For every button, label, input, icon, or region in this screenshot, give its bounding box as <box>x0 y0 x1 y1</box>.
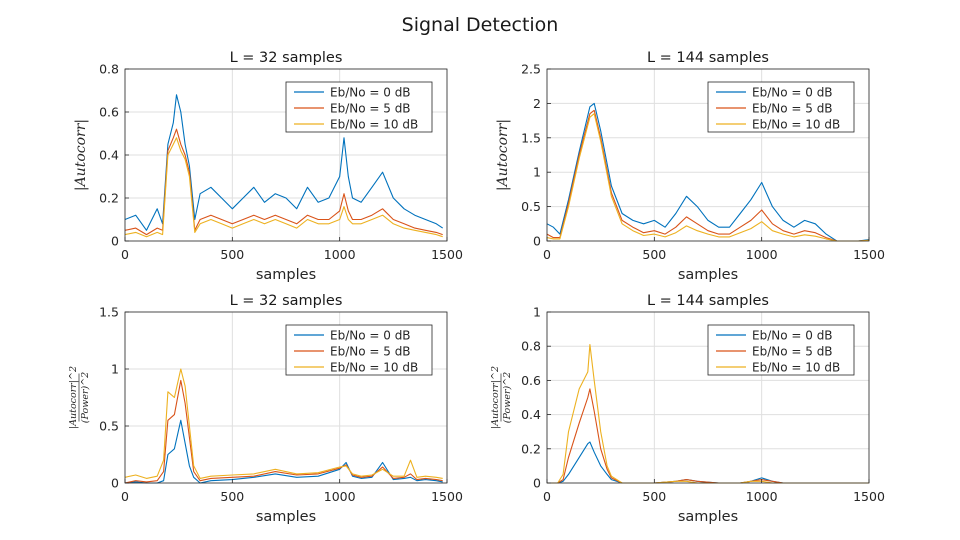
legend-label-3: Eb/No = 10 dB <box>330 118 418 132</box>
y-tick-label: 0.5 <box>99 419 119 434</box>
legend-label-1: Eb/No = 0 dB <box>330 329 411 343</box>
x-tick-label: 0 <box>121 489 129 504</box>
legend-label-1: Eb/No = 0 dB <box>330 86 411 100</box>
x-tick-label: 1000 <box>746 247 778 262</box>
legend-label-2: Eb/No = 5 dB <box>330 345 411 359</box>
y-tick-label: 0.8 <box>521 339 541 354</box>
x-axis-label: samples <box>256 267 316 283</box>
y-tick-label: 2.5 <box>521 62 541 77</box>
legend-label-3: Eb/No = 10 dB <box>752 118 840 132</box>
series-line-2 <box>124 128 443 236</box>
x-tick-label: 0 <box>121 247 129 262</box>
x-tick-label: 0 <box>543 247 551 262</box>
y-axis-label: |Autocorr|^2 (Power)^2 <box>490 366 513 429</box>
y-axis-label-numerator: |Autocorr|^2 <box>490 366 501 429</box>
subplot-2: 0 500 1000 1500 0 0.5 1 1.5 2 2.5 L = 144 samples s… <box>495 50 885 283</box>
x-tick-label: 500 <box>642 489 666 504</box>
subplot-1: 0 500 1000 1500 0 0.2 0.4 0.6 0.8 L = 32 samples s… <box>73 50 463 283</box>
legend-label-2: Eb/No = 5 dB <box>752 102 833 116</box>
axes-box <box>546 311 870 484</box>
y-axis-label-denominator: (Power)^2 <box>80 372 91 423</box>
x-tick-label: 1500 <box>431 247 463 262</box>
y-tick-label: 0.5 <box>521 199 541 214</box>
legend: Eb/No = 0 dB Eb/No = 5 dB Eb/No = 10 dB <box>285 324 433 376</box>
y-tick-label: 2 <box>533 96 541 111</box>
y-tick-label: 0 <box>533 476 541 491</box>
series-line-3 <box>124 368 443 479</box>
x-tick-label: 0 <box>543 489 551 504</box>
x-tick-label: 500 <box>642 247 666 262</box>
legend-label-1: Eb/No = 0 dB <box>752 329 833 343</box>
x-axis-label: samples <box>678 509 738 525</box>
y-tick-label: 0.4 <box>521 407 541 422</box>
legend-label-3: Eb/No = 10 dB <box>330 361 418 375</box>
legend-label-2: Eb/No = 5 dB <box>752 345 833 359</box>
y-tick-label: 0.6 <box>521 373 541 388</box>
subplot-title: L = 144 samples <box>647 50 769 66</box>
subplot-4: 0 500 1000 1500 0 0.2 0.4 0.6 0.8 1 L = 144 sample… <box>490 293 885 525</box>
x-tick-label: 1500 <box>431 489 463 504</box>
y-tick-label: 1.5 <box>99 305 119 320</box>
y-axis-label: |Autocorr| <box>495 119 511 191</box>
x-tick-label: 500 <box>220 247 244 262</box>
figure-title: Signal Detection <box>401 14 559 36</box>
legend-box <box>285 81 433 133</box>
x-tick-label: 500 <box>220 489 244 504</box>
series-line-2 <box>546 109 870 242</box>
y-tick-label: 1.5 <box>521 130 541 145</box>
x-axis-label: samples <box>678 267 738 283</box>
subplot-title: L = 144 samples <box>647 293 769 309</box>
x-axis-label: samples <box>256 509 316 525</box>
y-tick-label: 1 <box>533 305 541 320</box>
x-tick-label: 1000 <box>324 247 356 262</box>
y-tick-label: 0 <box>533 234 541 249</box>
x-tick-label: 1500 <box>853 247 885 262</box>
subplot-title: L = 32 samples <box>230 293 343 309</box>
series-line-3 <box>546 113 870 242</box>
y-tick-label: 1 <box>111 362 119 377</box>
legend: Eb/No = 0 dB Eb/No = 5 dB Eb/No = 10 dB <box>707 324 855 376</box>
y-tick-label: 0 <box>111 476 119 491</box>
y-tick-label: 0.2 <box>521 441 541 456</box>
y-axis-label-denominator: (Power)^2 <box>502 372 513 423</box>
y-tick-label: 1 <box>533 165 541 180</box>
y-axis-label: |Autocorr|^2 (Power)^2 <box>68 366 91 429</box>
series-line-1 <box>124 419 443 484</box>
series-line-1 <box>124 94 444 231</box>
axes-box <box>546 68 870 242</box>
y-tick-label: 0.6 <box>99 105 119 120</box>
x-tick-label: 1000 <box>324 489 356 504</box>
legend-label-1: Eb/No = 0 dB <box>752 86 833 100</box>
subplot-title: L = 32 samples <box>230 50 343 66</box>
series-line-1 <box>546 102 870 242</box>
y-axis-label: |Autocorr| <box>73 119 89 191</box>
series-line-3 <box>124 137 443 238</box>
series-line-2 <box>124 379 443 484</box>
y-tick-label: 0.8 <box>99 62 119 77</box>
legend: Eb/No = 0 dB Eb/No = 5 dB Eb/No = 10 dB <box>285 81 433 133</box>
y-tick-label: 0.2 <box>99 191 119 206</box>
subplot-3: 0 500 1000 1500 0 0.5 1 1.5 L = 32 samples sample… <box>68 293 463 525</box>
legend: Eb/No = 0 dB Eb/No = 5 dB Eb/No = 10 dB <box>707 81 855 133</box>
axes-box <box>124 311 448 484</box>
x-tick-label: 1000 <box>746 489 778 504</box>
y-tick-label: 0.4 <box>99 148 119 163</box>
y-tick-label: 0 <box>111 234 119 249</box>
y-axis-label-numerator: |Autocorr|^2 <box>68 366 79 429</box>
x-tick-label: 1500 <box>853 489 885 504</box>
legend-label-2: Eb/No = 5 dB <box>330 102 411 116</box>
legend-label-3: Eb/No = 10 dB <box>752 361 840 375</box>
